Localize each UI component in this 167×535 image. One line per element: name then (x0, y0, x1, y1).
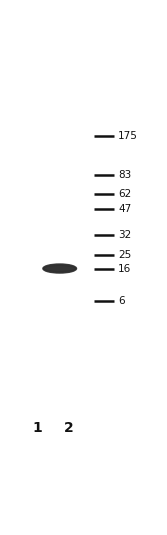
Text: 62: 62 (118, 189, 131, 199)
Text: 16: 16 (118, 264, 131, 273)
Text: 2: 2 (64, 421, 74, 434)
Text: 6: 6 (118, 296, 125, 306)
Ellipse shape (44, 265, 76, 272)
Ellipse shape (43, 264, 76, 273)
Text: 47: 47 (118, 204, 131, 214)
Text: 32: 32 (118, 230, 131, 240)
Text: 1: 1 (33, 421, 43, 434)
Text: 175: 175 (118, 131, 138, 141)
Text: 25: 25 (118, 250, 131, 260)
Text: 83: 83 (118, 171, 131, 180)
